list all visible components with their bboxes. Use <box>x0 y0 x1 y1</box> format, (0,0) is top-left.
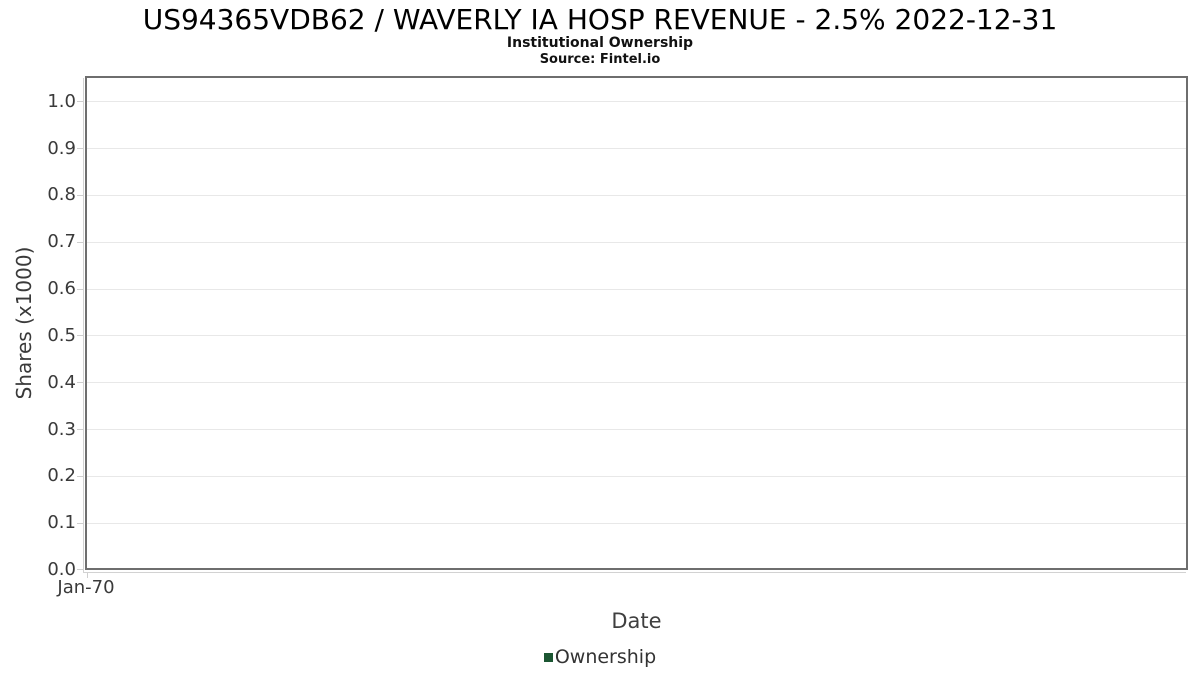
y-tick-label: 0.0 <box>47 559 76 580</box>
gridline <box>87 522 1186 524</box>
x-tick-mark <box>87 573 88 578</box>
chart-subtitle: Institutional Ownership <box>506 35 694 51</box>
gridline <box>87 241 1186 243</box>
gridline <box>87 101 1186 103</box>
x-axis-title: Date <box>611 609 662 633</box>
y-tick-mark <box>77 194 83 196</box>
y-tick-label: 0.9 <box>47 137 76 159</box>
legend-item: Ownership <box>543 646 657 669</box>
y-tick-mark <box>77 101 83 103</box>
gridline <box>87 148 1186 150</box>
legend: Ownership <box>0 646 1200 669</box>
y-tick-mark <box>77 288 83 290</box>
y-tick-label: 0.3 <box>47 418 76 440</box>
chart-source: Source: Fintel.io <box>539 52 661 67</box>
y-tick-label: 0.2 <box>47 465 76 487</box>
y-axis-line <box>83 78 84 573</box>
y-tick-mark <box>77 241 83 243</box>
gridline <box>87 335 1186 337</box>
y-tick-label: 0.5 <box>47 324 76 346</box>
gridline <box>87 429 1186 431</box>
chart-title: US94365VDB62 / WAVERLY IA HOSP REVENUE -… <box>142 3 1058 36</box>
gridline <box>87 288 1186 290</box>
x-axis-line <box>83 572 1186 573</box>
y-tick-label: 0.1 <box>47 512 76 534</box>
y-tick-mark <box>77 475 83 477</box>
legend-marker <box>543 652 553 662</box>
y-tick-label: 1.0 <box>47 90 76 112</box>
gridline <box>87 475 1186 477</box>
y-tick-mark <box>77 382 83 384</box>
y-tick-label: 0.4 <box>47 371 76 393</box>
gridline <box>87 382 1186 384</box>
y-tick-mark <box>77 429 83 431</box>
x-tick-label: Jan-70 <box>57 577 115 598</box>
y-tick-mark <box>77 522 83 524</box>
y-tick-label: 0.7 <box>47 231 76 253</box>
gridline <box>87 194 1186 196</box>
y-tick-mark <box>77 148 83 150</box>
y-tick-label: 0.6 <box>47 278 76 300</box>
plot-area <box>77 76 1188 578</box>
legend-label: Ownership <box>554 646 657 668</box>
y-tick-mark <box>77 335 83 337</box>
y-tick-label: 0.8 <box>47 184 76 206</box>
y-tick-mark <box>77 569 83 570</box>
